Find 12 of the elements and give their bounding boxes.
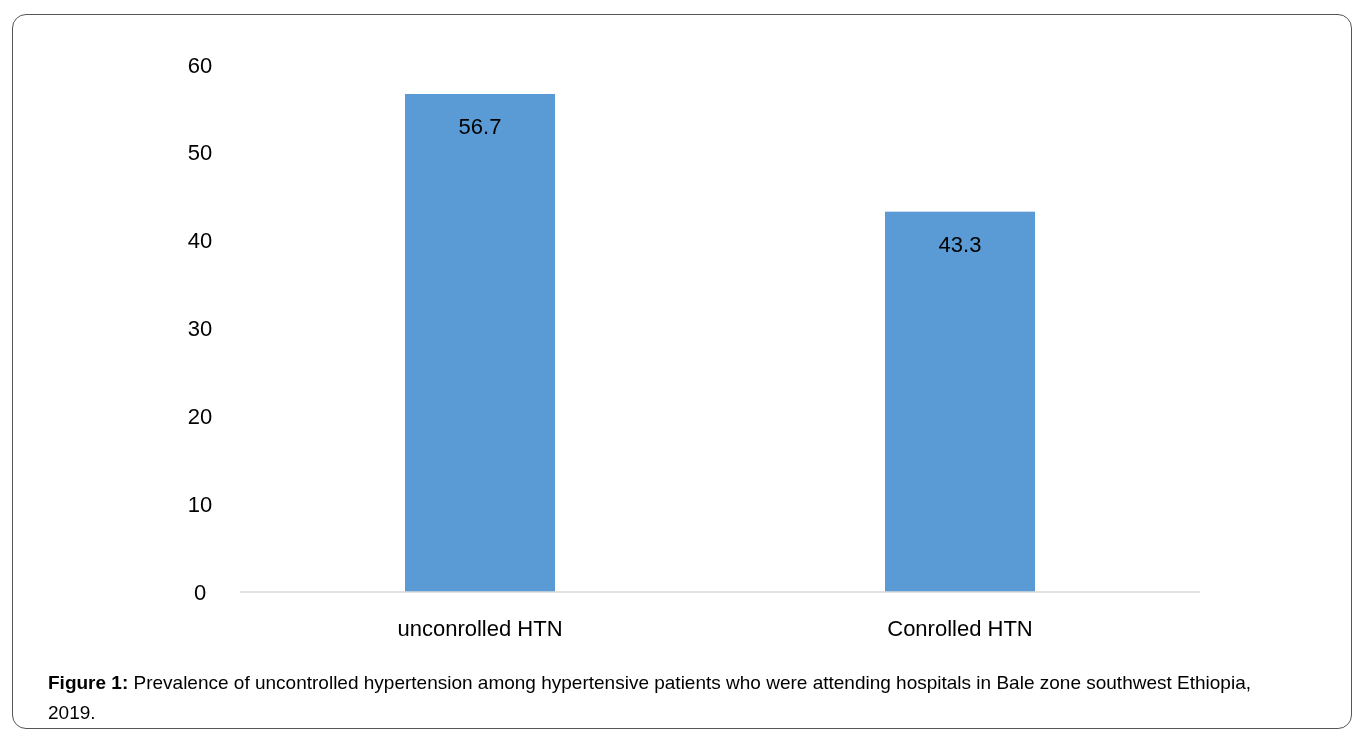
y-tick-label: 0 [193,579,207,605]
chart-title: Figure 1: Prevalence of uncontrolled hypertension among hypertensive patients who were attending hospitals in Bale zone southwest Ethiopia, 2019. [48,672,1251,723]
y-tick-label: 60 [187,52,213,78]
y-tick-label: 40 [187,228,213,254]
y-tick-label: 30 [187,316,213,341]
x-tick-label: unconrolled HTN [397,615,563,641]
data-label: 43.3 [938,232,982,258]
x-tick-label: Conrolled HTN [887,615,1033,641]
y-tick-label: 50 [187,140,213,166]
y-tick-label: 20 [187,403,213,429]
y-tick-label: 10 [187,491,213,517]
data-label: 56.7 [458,114,502,140]
